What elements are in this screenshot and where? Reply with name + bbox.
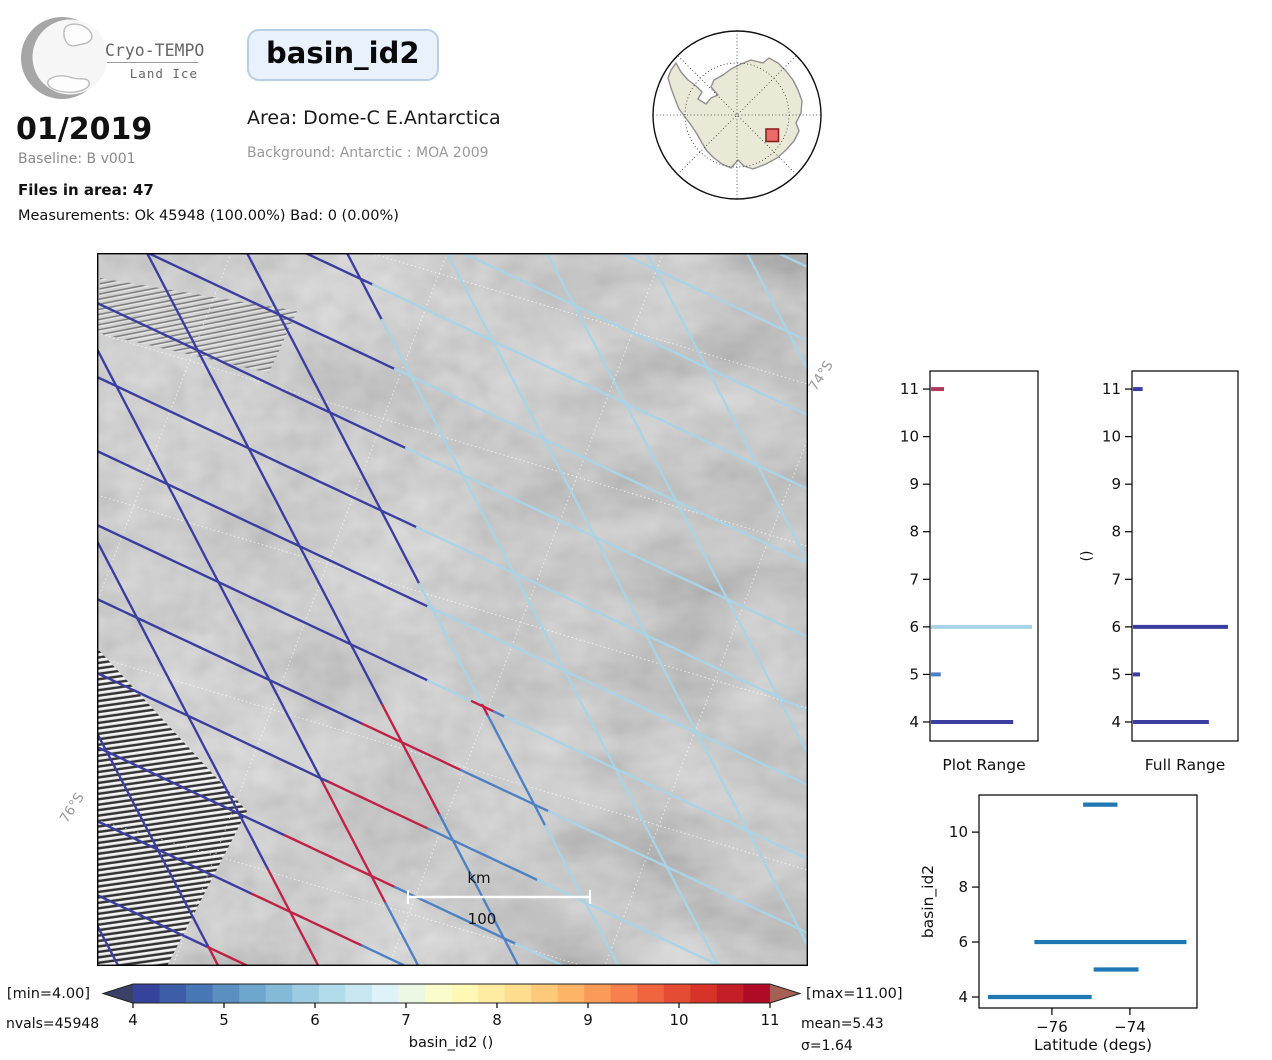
svg-text:−76: −76 xyxy=(1036,1018,1068,1036)
logo-subtitle: Land Ice xyxy=(129,66,198,81)
map-scale-bar: km 100 xyxy=(406,869,592,928)
svg-text:6: 6 xyxy=(310,1011,320,1029)
svg-text:10: 10 xyxy=(1102,428,1121,446)
svg-text:8: 8 xyxy=(1111,523,1121,541)
svg-text:10: 10 xyxy=(949,823,968,841)
colorbar-sigma-label: σ=1.64 xyxy=(801,1038,853,1054)
svg-text:7: 7 xyxy=(401,1011,411,1029)
svg-text:7: 7 xyxy=(1111,570,1121,588)
svg-text:8: 8 xyxy=(909,523,919,541)
svg-text:Latitude (degs): Latitude (degs) xyxy=(1034,1036,1152,1054)
svg-text:4: 4 xyxy=(909,713,919,731)
files-in-area-label: Files in area: 47 xyxy=(18,181,154,199)
colorbar: 4 5 6 7 8 9 10 11 xyxy=(101,983,802,1029)
svg-text:9: 9 xyxy=(583,1011,593,1029)
colorbar-axis-label: basin_id2 () xyxy=(408,1035,494,1051)
svg-text:11: 11 xyxy=(760,1011,779,1029)
svg-text:6: 6 xyxy=(958,933,968,951)
svg-text:Full Range: Full Range xyxy=(1145,756,1226,774)
svg-text:6: 6 xyxy=(909,618,919,636)
satellite-ground-tracks xyxy=(97,253,808,966)
background-label: Background: Antarctic : MOA 2009 xyxy=(247,145,489,161)
logo-greenland-outline xyxy=(63,23,93,47)
logo-antarctica-outline xyxy=(47,75,90,93)
map-border xyxy=(97,253,808,966)
map-lat-label-74s: 74°S xyxy=(805,358,837,394)
svg-text:8: 8 xyxy=(958,878,968,896)
area-label: Area: Dome-C E.Antarctica xyxy=(247,107,501,129)
svg-text:(): () xyxy=(1079,551,1095,562)
map-lat-label-76s: 76°S xyxy=(56,790,88,826)
svg-text:4: 4 xyxy=(958,988,968,1006)
svg-text:4: 4 xyxy=(1111,713,1121,731)
measurements-label: Measurements: Ok 45948 (100.00%) Bad: 0 … xyxy=(18,208,399,224)
full-range-chart: 4 5 6 7 8 9 10 11 Full Range () xyxy=(1079,370,1239,774)
cryo-tempo-logo xyxy=(21,17,107,99)
colorbar-min-label: [min=4.00] xyxy=(6,986,90,1002)
svg-text:km: km xyxy=(467,869,490,887)
variable-badge: basin_id2 xyxy=(247,29,439,81)
logo-title: Cryo-TEMPO xyxy=(105,41,205,60)
svg-text:10: 10 xyxy=(900,428,919,446)
logo-divider xyxy=(107,62,198,63)
colorbar-max-label: [max=11.00] xyxy=(806,986,903,1002)
colorbar-nvals-label: nvals=45948 xyxy=(6,1016,100,1032)
inset-area-marker xyxy=(765,128,780,143)
svg-text:5: 5 xyxy=(219,1011,229,1029)
svg-text:Plot Range: Plot Range xyxy=(942,756,1025,774)
inset-graticule xyxy=(653,31,821,199)
megadune-moire-patch-top xyxy=(97,278,297,373)
svg-text:6: 6 xyxy=(1111,618,1121,636)
svg-text:5: 5 xyxy=(909,665,919,683)
colorbar-mean-label: mean=5.43 xyxy=(801,1016,884,1032)
svg-text:10: 10 xyxy=(669,1011,688,1029)
svg-text:basin_id2: basin_id2 xyxy=(919,865,938,938)
svg-text:100: 100 xyxy=(468,910,497,928)
baseline-label: Baseline: B v001 xyxy=(18,151,136,167)
plot-range-chart: 4 5 6 7 8 9 10 11 Plot Range xyxy=(900,370,1039,774)
svg-text:8: 8 xyxy=(492,1011,502,1029)
antarctica-inset-map xyxy=(652,30,822,200)
main-map: km 100 xyxy=(97,253,808,966)
report-date: 01/2019 xyxy=(16,112,153,147)
svg-text:4: 4 xyxy=(128,1011,138,1029)
megadune-moire-patch-bottom xyxy=(97,648,247,966)
svg-text:9: 9 xyxy=(909,475,919,493)
svg-text:5: 5 xyxy=(1111,665,1121,683)
svg-text:11: 11 xyxy=(900,380,919,398)
svg-text:9: 9 xyxy=(1111,475,1121,493)
svg-text:11: 11 xyxy=(1102,380,1121,398)
svg-text:−74: −74 xyxy=(1114,1018,1146,1036)
svg-text:7: 7 xyxy=(909,570,919,588)
